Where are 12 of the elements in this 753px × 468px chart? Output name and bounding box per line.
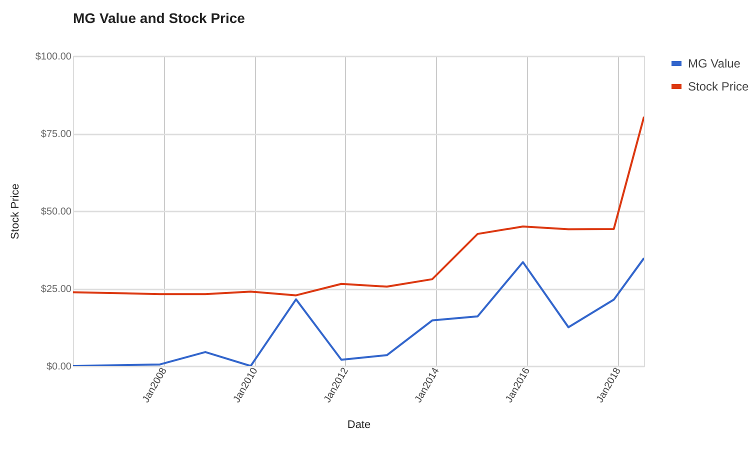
legend-label: MG Value [688,56,741,70]
y-tick-label: $100.00 [35,52,72,62]
y-axis-title: Stock Price [9,184,22,240]
y-tick-label: $50.00 [40,206,72,218]
line-series [73,257,644,366]
y-tick-label: $0.00 [46,362,72,372]
line-series [73,116,644,296]
y-tick-label: $25.00 [40,284,72,295]
chart-title: MG Value and Stock Price [73,10,246,26]
legend-label: Stock Price [688,80,750,94]
y-tick-label: $75.00 [40,129,72,140]
x-axis-title: Date [347,419,371,432]
